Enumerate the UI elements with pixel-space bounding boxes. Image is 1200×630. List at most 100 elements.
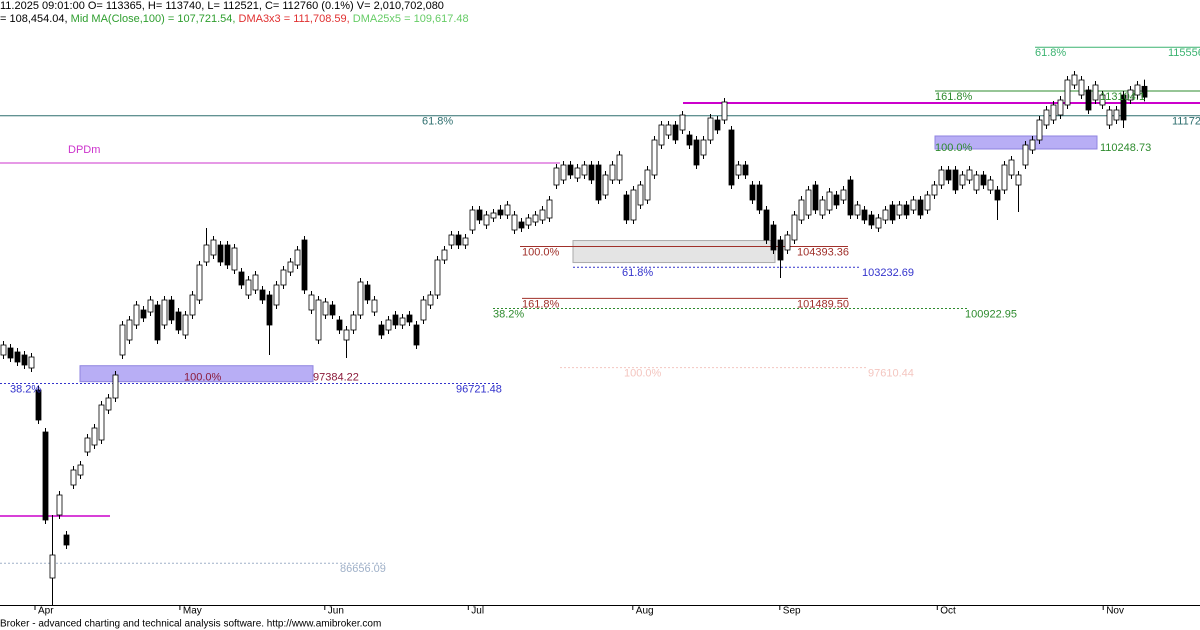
candle-body [651, 139, 658, 176]
candle-body [1001, 164, 1008, 191]
candle-body [1015, 174, 1022, 186]
x-tick-label: Jun [328, 606, 344, 617]
candle-body [1113, 109, 1120, 121]
candle-body [735, 164, 742, 176]
candle-body [1071, 74, 1078, 86]
level-label: 100.0% [935, 142, 973, 154]
candle-body [231, 247, 238, 271]
candle-body [77, 464, 84, 476]
candle-body [476, 209, 483, 221]
candle-body [427, 294, 434, 306]
x-tick-label: Aug [636, 606, 654, 617]
x-tick-label: Nov [1106, 606, 1124, 617]
candle-body [889, 204, 896, 221]
zone [934, 135, 1098, 150]
candle-body [945, 169, 952, 181]
candle-body [189, 294, 196, 316]
candle-body [371, 299, 378, 313]
candle-body [665, 124, 672, 136]
level-value: 104393.36 [797, 246, 849, 258]
candle-body [0, 344, 7, 356]
candle-body [287, 261, 294, 273]
level-value: 111720 [1172, 116, 1200, 128]
candle-body [658, 124, 665, 146]
candle-body [14, 351, 21, 363]
candle-body [126, 319, 133, 341]
candle-body [693, 139, 700, 166]
candle-body [686, 134, 693, 146]
candle-body [315, 299, 322, 341]
candle-body [770, 224, 777, 251]
candle-body [175, 311, 182, 331]
candle-body [588, 164, 595, 181]
candle-body [546, 199, 553, 219]
x-tick-label: May [183, 606, 202, 617]
candle-body [637, 184, 644, 206]
candle-body [448, 234, 455, 246]
level-label: 38.2% [493, 308, 524, 320]
candle-body [784, 234, 791, 251]
x-axis-ticks: Apr May Jun Jul Aug Sep Oct Nov [34, 605, 1124, 617]
candle-body [952, 169, 959, 191]
candle-body [98, 404, 105, 441]
candle-body [812, 184, 819, 211]
candle-body [385, 319, 392, 331]
candle-body [728, 129, 735, 186]
candle-body [56, 494, 63, 516]
level-value: 110248.73 [1100, 142, 1151, 154]
candle-body [350, 314, 357, 331]
indicator: = 108,454.04, [0, 13, 71, 25]
candles [0, 71, 1148, 606]
candle-body [581, 164, 588, 176]
candle-body [903, 204, 910, 216]
candle-body [1064, 79, 1071, 106]
candle-body [35, 389, 42, 421]
candle-body [1099, 94, 1106, 106]
level-label: DPDm [68, 144, 100, 156]
level-label: 100.0% [184, 372, 222, 384]
candle-body [854, 204, 861, 216]
candle-body [112, 374, 119, 399]
candle-body [217, 244, 224, 263]
candle-body [539, 209, 546, 221]
candle-body [791, 214, 798, 241]
candle-body [763, 209, 770, 241]
candle-body [378, 324, 385, 336]
candle-body [553, 167, 560, 186]
candle-body [882, 209, 889, 221]
candle-body [245, 279, 252, 296]
candle-body [1085, 89, 1092, 111]
candle-body [182, 314, 189, 336]
candle-body [119, 324, 126, 356]
candle-body [602, 174, 609, 196]
candle-body [1078, 79, 1085, 96]
candle-body [910, 199, 917, 211]
candle-body [399, 317, 406, 326]
candle-body [364, 284, 371, 301]
candle-body [105, 397, 112, 411]
level-label: 61.8% [422, 116, 453, 128]
candle-body [1050, 104, 1057, 121]
candle-body [595, 164, 602, 201]
candle-body [70, 469, 77, 486]
candle-body [1057, 99, 1064, 116]
candle-body [875, 217, 882, 229]
x-tick-label: Apr [38, 606, 54, 617]
candle-body [210, 239, 217, 256]
candle-body [280, 269, 287, 286]
candle-body [917, 199, 924, 216]
candle-body [1141, 85, 1148, 98]
candle-body [1008, 159, 1015, 176]
candle-body [1022, 144, 1029, 166]
candle-body [644, 169, 651, 201]
zone [79, 365, 314, 383]
level-label: 61.8% [1035, 47, 1066, 59]
candle-body [1029, 139, 1036, 151]
candle-body [959, 174, 966, 186]
candle-body [609, 164, 616, 181]
candle-body [525, 217, 532, 226]
candle-body [336, 319, 343, 331]
candle-body [840, 189, 847, 201]
candle-body [406, 314, 413, 323]
